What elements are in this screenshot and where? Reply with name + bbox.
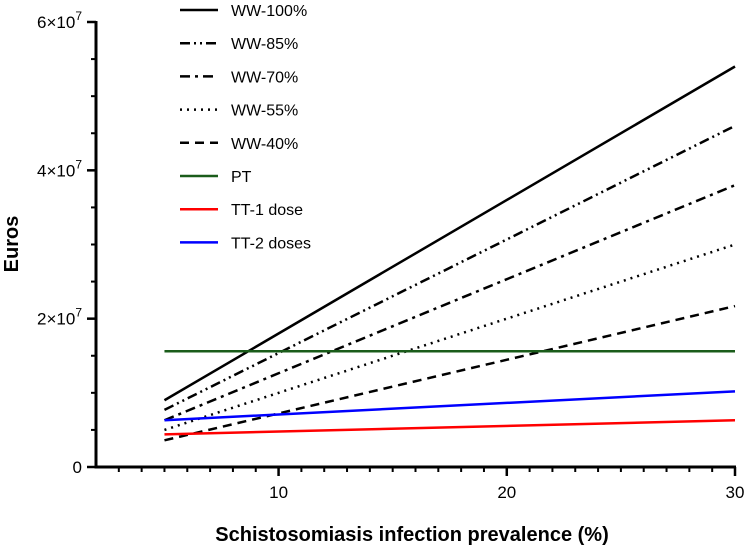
axes <box>94 21 736 469</box>
legend-label: WW-40% <box>231 136 298 153</box>
x-axis-title: Schistosomiasis infection prevalence (%) <box>215 524 608 546</box>
legend-label: WW-100% <box>231 3 307 20</box>
legend: WW-100% WW-85% WW-70% WW-55% WW-40% PT TT-1 do… <box>180 3 311 252</box>
series-line-ww-70- <box>163 184 736 422</box>
y-tick-label: 0 <box>73 458 82 477</box>
series-line-tt-2-doses <box>164 390 736 422</box>
x-tick-label: 30 <box>726 483 745 502</box>
legend-label: WW-55% <box>231 103 298 120</box>
legend-label: TT-1 dose <box>231 202 303 219</box>
y-tick-label: 6×107 <box>37 9 82 32</box>
x-tick-label: 10 <box>269 483 288 502</box>
legend-label: TT-2 doses <box>231 235 311 252</box>
plot-lines <box>163 65 736 442</box>
legend-label: WW-70% <box>231 69 298 86</box>
series-line-tt-1-dose <box>164 419 736 436</box>
legend-label: WW-85% <box>231 36 298 53</box>
series-line-ww-85- <box>163 124 736 412</box>
y-axis-title: Euros <box>1 216 23 273</box>
x-tick-label: 20 <box>497 483 516 502</box>
ticks: 0 2×107 4×107 6×107 10 20 30 <box>37 9 744 502</box>
series-line-ww-100- <box>163 65 736 402</box>
y-tick-label: 4×107 <box>37 157 82 180</box>
y-tick-label: 2×107 <box>37 306 82 329</box>
series-line-ww-40- <box>164 304 736 442</box>
legend-label: PT <box>231 169 252 186</box>
series-line-ww-55- <box>164 243 736 432</box>
